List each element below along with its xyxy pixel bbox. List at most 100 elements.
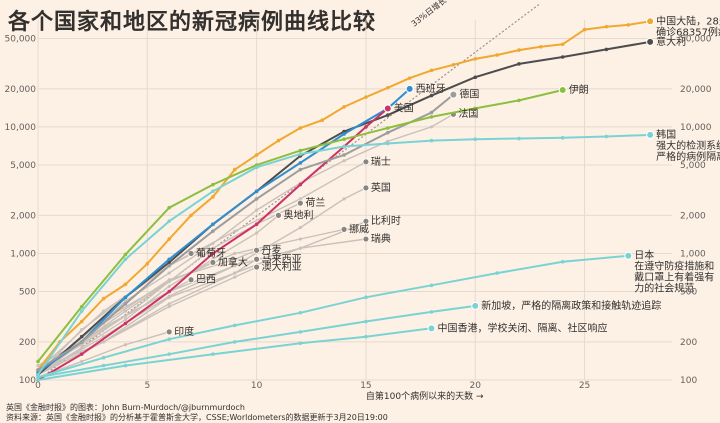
ghost-end-marker xyxy=(362,184,370,192)
series-end-marker xyxy=(646,17,655,26)
ghost-end-marker xyxy=(187,276,195,284)
y-tick-label: 20,000 xyxy=(5,85,37,95)
y-tick-label: 1,000 xyxy=(10,249,36,259)
series-point xyxy=(167,337,171,342)
ghost-point xyxy=(167,305,171,309)
ghost-series-line xyxy=(37,220,367,376)
series-point xyxy=(517,48,521,52)
ghost-point xyxy=(342,159,346,163)
series-label: 在遵守防疫措施和 xyxy=(634,260,714,273)
y-tick-label-right: 5,000 xyxy=(680,161,706,171)
series-point xyxy=(211,251,215,256)
y-tick-label-right: 200 xyxy=(680,338,697,348)
series-point xyxy=(473,75,478,80)
ghost-series-label: 马来西亚 xyxy=(262,253,302,265)
ghost-end-marker xyxy=(253,263,261,271)
series-point xyxy=(167,352,171,356)
series-end-marker xyxy=(427,324,436,333)
ghost-point xyxy=(101,340,106,344)
ghost-series-label: 法国 xyxy=(458,107,478,120)
series-point xyxy=(473,57,478,61)
series-end-marker xyxy=(558,85,567,94)
series-point xyxy=(232,167,237,172)
series-label: 确诊68357例病例 xyxy=(656,25,720,38)
ghost-point xyxy=(167,284,171,288)
series-point xyxy=(101,355,106,360)
series-line xyxy=(37,20,651,371)
series-point xyxy=(385,85,390,90)
series-point xyxy=(626,23,631,27)
series-label: 强大的检测系统、 xyxy=(656,139,720,152)
series-point xyxy=(364,125,368,129)
series-point xyxy=(123,257,128,262)
ghost-point xyxy=(233,251,237,256)
series-point xyxy=(36,359,40,364)
ghost-series-label: 瑞士 xyxy=(371,155,391,168)
series-line xyxy=(37,254,629,379)
ghost-series-label: 奥地利 xyxy=(283,208,313,221)
series-label: 伊朗 xyxy=(569,84,589,96)
series-point xyxy=(495,53,499,57)
series-point xyxy=(364,319,368,324)
series-point xyxy=(473,106,478,111)
ghost-series-label: 加拿大 xyxy=(218,255,248,268)
series-point xyxy=(79,304,84,309)
ghost-point xyxy=(298,197,302,201)
series-point xyxy=(495,271,499,275)
series-point xyxy=(101,363,106,368)
series-point xyxy=(211,222,215,227)
ghost-point xyxy=(80,359,84,364)
y-tick-label-right: 20,000 xyxy=(680,85,712,95)
ghost-point xyxy=(167,279,171,284)
ghost-point xyxy=(342,197,346,201)
series-point xyxy=(604,24,609,29)
ghost-point xyxy=(233,275,237,279)
series-point xyxy=(101,296,106,301)
series-point xyxy=(123,321,128,326)
y-tick-label: 10,000 xyxy=(5,123,37,133)
series-point xyxy=(451,62,456,67)
series-label: 力的社会规范 xyxy=(634,282,694,295)
series-label: 意大利 xyxy=(656,35,686,48)
series-point xyxy=(342,137,346,141)
series-point xyxy=(582,27,587,32)
ghost-end-marker xyxy=(275,211,282,219)
series-label: 新加坡，严格的隔离政策和接触轨迹追踪 xyxy=(481,299,661,312)
series-label: 中国大陆，28天内 xyxy=(656,14,720,27)
y-tick-label: 200 xyxy=(19,338,36,348)
series-point xyxy=(407,76,412,80)
series-point xyxy=(189,213,193,218)
page-title: 各个国家和地区的新冠病例曲线比较 xyxy=(8,10,377,35)
ghost-point xyxy=(298,237,302,241)
y-tick-label-right: 500 xyxy=(680,288,697,298)
ghost-point xyxy=(101,309,106,313)
series-point xyxy=(320,118,325,123)
reference-line-label: 33%日增长 xyxy=(409,0,448,29)
series-point xyxy=(342,105,346,109)
series-point xyxy=(167,219,171,223)
series-point xyxy=(429,283,434,288)
series-point xyxy=(254,165,259,170)
series-end-marker xyxy=(405,84,414,93)
series-point xyxy=(429,68,434,73)
y-tick-label-right: 2,000 xyxy=(680,211,706,221)
series-point xyxy=(123,282,128,287)
y-tick-label: 5,000 xyxy=(10,161,36,171)
ghost-point xyxy=(233,271,237,275)
series-point xyxy=(560,136,565,140)
series-point xyxy=(167,289,171,294)
series-point xyxy=(429,93,434,98)
series-point xyxy=(36,378,40,382)
series-label: 西班牙 xyxy=(416,83,446,95)
series-point xyxy=(254,197,259,201)
ghost-point xyxy=(123,309,128,313)
series-line xyxy=(37,327,432,381)
ghost-series-label: 印度 xyxy=(174,325,194,338)
grid-layer xyxy=(37,20,672,381)
ghost-point xyxy=(167,295,171,299)
ghost-point xyxy=(255,231,259,235)
ghost-point xyxy=(167,271,171,275)
series-point xyxy=(123,295,128,300)
